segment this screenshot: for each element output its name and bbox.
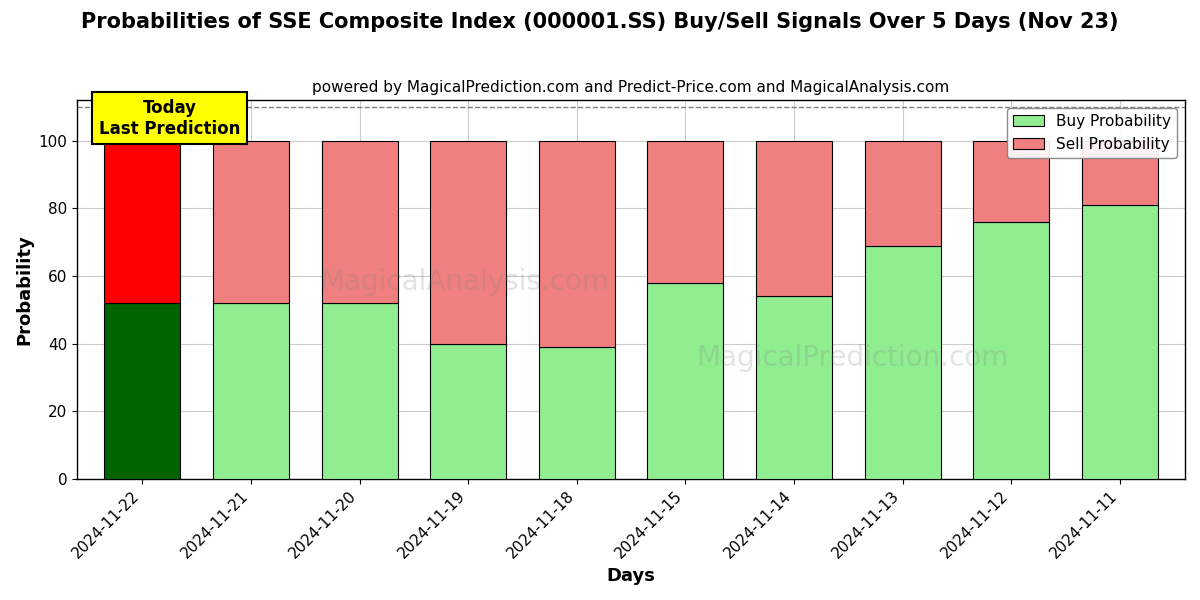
Bar bbox=[1082, 141, 1158, 205]
Bar bbox=[539, 347, 614, 479]
X-axis label: Days: Days bbox=[607, 567, 655, 585]
Bar bbox=[539, 141, 614, 347]
Y-axis label: Probability: Probability bbox=[14, 234, 32, 345]
Bar bbox=[212, 141, 289, 303]
Bar bbox=[322, 303, 397, 479]
Text: Probabilities of SSE Composite Index (000001.SS) Buy/Sell Signals Over 5 Days (N: Probabilities of SSE Composite Index (00… bbox=[82, 12, 1118, 32]
Text: Today
Last Prediction: Today Last Prediction bbox=[98, 99, 240, 137]
Bar bbox=[1082, 205, 1158, 479]
Bar bbox=[430, 344, 506, 479]
Bar bbox=[104, 141, 180, 303]
Bar bbox=[430, 141, 506, 344]
Bar bbox=[864, 245, 941, 479]
Text: MagicalAnalysis.com: MagicalAnalysis.com bbox=[320, 268, 610, 296]
Bar bbox=[212, 303, 289, 479]
Bar bbox=[864, 141, 941, 245]
Bar bbox=[756, 296, 832, 479]
Bar bbox=[322, 141, 397, 303]
Bar bbox=[756, 141, 832, 296]
Text: MagicalPrediction.com: MagicalPrediction.com bbox=[696, 344, 1009, 371]
Bar bbox=[973, 141, 1049, 222]
Title: powered by MagicalPrediction.com and Predict-Price.com and MagicalAnalysis.com: powered by MagicalPrediction.com and Pre… bbox=[312, 80, 949, 95]
Bar bbox=[647, 141, 724, 283]
Bar bbox=[104, 303, 180, 479]
Legend: Buy Probability, Sell Probability: Buy Probability, Sell Probability bbox=[1007, 108, 1177, 158]
Bar bbox=[973, 222, 1049, 479]
Bar bbox=[647, 283, 724, 479]
